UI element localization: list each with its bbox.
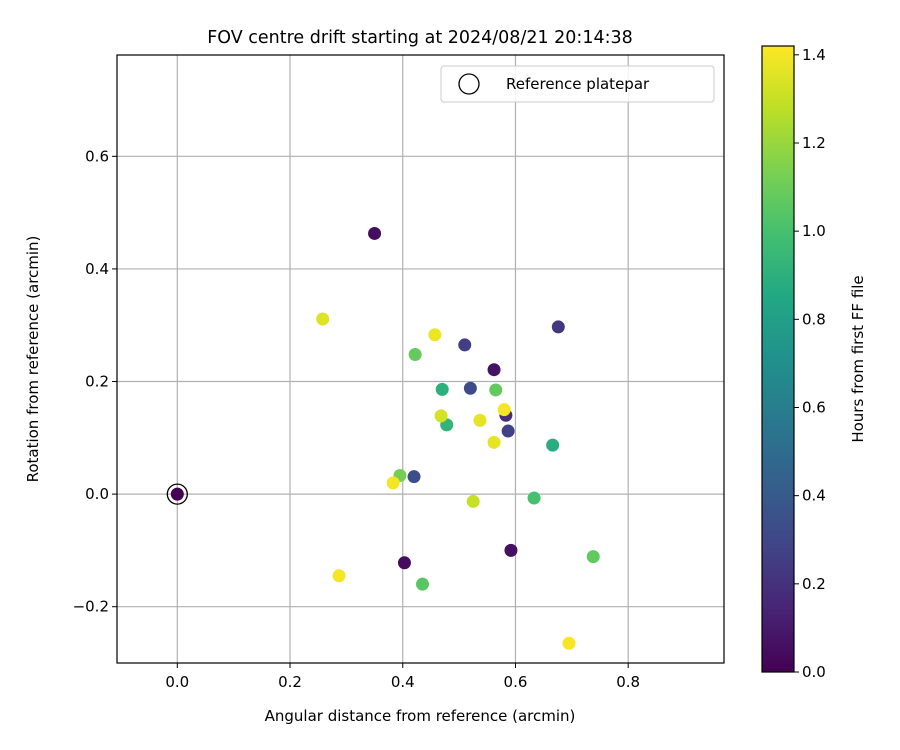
data-point: [407, 470, 421, 484]
data-point: [504, 543, 518, 557]
colorbar-tick-label: 0.2: [802, 575, 826, 593]
data-point: [487, 363, 501, 377]
colorbar-label: Hours from first FF file: [849, 275, 867, 442]
x-axis-label: Angular distance from reference (arcmin): [265, 707, 576, 725]
data-point: [428, 328, 442, 342]
x-tick-label: 0.0: [165, 673, 189, 691]
data-point: [170, 487, 184, 501]
legend: Reference platepar: [440, 65, 715, 103]
x-tick-label: 0.8: [616, 673, 640, 691]
x-tick-label: 0.6: [504, 673, 528, 691]
data-point: [415, 577, 429, 591]
data-point: [386, 476, 400, 490]
data-point: [473, 413, 487, 427]
colorbar-tick-label: 0.6: [802, 398, 826, 416]
data-point: [463, 381, 477, 395]
data-point: [546, 438, 560, 452]
data-points: [166, 226, 600, 650]
colorbar-tick-label: 1.2: [802, 134, 826, 152]
reference-platepar-marker: [166, 483, 188, 505]
legend-label-reference: Reference platepar: [506, 75, 650, 93]
y-axis-ticks: −0.2 0.0 0.2 0.4 0.6: [73, 147, 117, 616]
data-point: [501, 424, 515, 438]
y-tick-label: −0.2: [73, 598, 109, 616]
y-axis-label: Rotation from reference (arcmin): [24, 236, 42, 483]
colorbar-ticks: 0.0 0.2 0.4 0.6 0.8 1.0 1.2 1.4: [794, 46, 826, 681]
data-point: [527, 491, 541, 505]
data-point: [316, 312, 330, 326]
legend-box: [440, 65, 715, 103]
data-point: [551, 320, 565, 334]
colorbar-tick-label: 1.4: [802, 46, 826, 64]
colorbar-gradient: [761, 45, 795, 673]
data-point: [487, 435, 501, 449]
y-tick-label: 0.2: [85, 373, 109, 391]
legend-marker-reference: [458, 73, 480, 95]
colorbar-tick-label: 1.0: [802, 222, 826, 240]
y-tick-label: 0.4: [85, 260, 109, 278]
colorbar: 0.0 0.2 0.4 0.6 0.8 1.0 1.2 1.4 Hours from firs…: [761, 45, 867, 681]
x-tick-label: 0.2: [278, 673, 302, 691]
colorbar-tick-label: 0.8: [802, 310, 826, 328]
data-point: [332, 569, 346, 583]
x-axis-ticks: 0.0 0.2 0.4 0.6 0.8: [165, 663, 640, 691]
x-tick-label: 0.4: [391, 673, 415, 691]
y-tick-label: 0.6: [85, 147, 109, 165]
data-point: [434, 409, 448, 423]
data-point: [458, 338, 472, 352]
plot-frame: [116, 54, 725, 664]
colorbar-tick-label: 0.4: [802, 487, 826, 505]
data-point: [397, 556, 411, 570]
data-point: [562, 636, 576, 650]
data-point: [489, 383, 503, 397]
data-point: [586, 550, 600, 564]
y-tick-label: 0.0: [85, 485, 109, 503]
data-point: [466, 494, 480, 508]
data-point: [497, 403, 511, 417]
chart-title: FOV centre drift starting at 2024/08/21 …: [207, 28, 633, 48]
data-point: [408, 347, 422, 361]
colorbar-tick-label: 0.0: [802, 663, 826, 681]
grid: [117, 55, 724, 663]
data-point: [435, 382, 449, 396]
data-point: [368, 226, 382, 240]
